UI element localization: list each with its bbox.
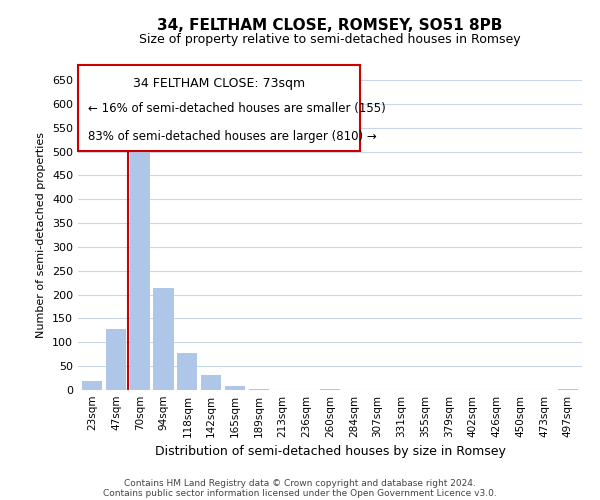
Text: Contains public sector information licensed under the Open Government Licence v3: Contains public sector information licen… [103, 488, 497, 498]
Bar [106, 329, 126, 390]
Text: 34, FELTHAM CLOSE, ROMSEY, SO51 8PB: 34, FELTHAM CLOSE, ROMSEY, SO51 8PB [157, 18, 503, 32]
Bar [177, 353, 197, 390]
Bar [201, 374, 221, 390]
X-axis label: Distribution of semi-detached houses by size in Romsey: Distribution of semi-detached houses by … [155, 446, 505, 458]
Text: ← 16% of semi-detached houses are smaller (155): ← 16% of semi-detached houses are smalle… [88, 102, 386, 114]
Bar [130, 148, 150, 390]
Y-axis label: Number of semi-detached properties: Number of semi-detached properties [37, 132, 46, 338]
Bar [248, 388, 269, 390]
Bar [320, 389, 340, 390]
FancyBboxPatch shape [78, 64, 360, 152]
Bar [225, 386, 245, 390]
Text: Size of property relative to semi-detached houses in Romsey: Size of property relative to semi-detach… [139, 32, 521, 46]
Text: 34 FELTHAM CLOSE: 73sqm: 34 FELTHAM CLOSE: 73sqm [133, 77, 305, 90]
Bar [557, 388, 578, 390]
Text: 83% of semi-detached houses are larger (810) →: 83% of semi-detached houses are larger (… [88, 130, 377, 142]
Bar [154, 288, 173, 390]
Bar [82, 382, 103, 390]
Text: Contains HM Land Registry data © Crown copyright and database right 2024.: Contains HM Land Registry data © Crown c… [124, 478, 476, 488]
